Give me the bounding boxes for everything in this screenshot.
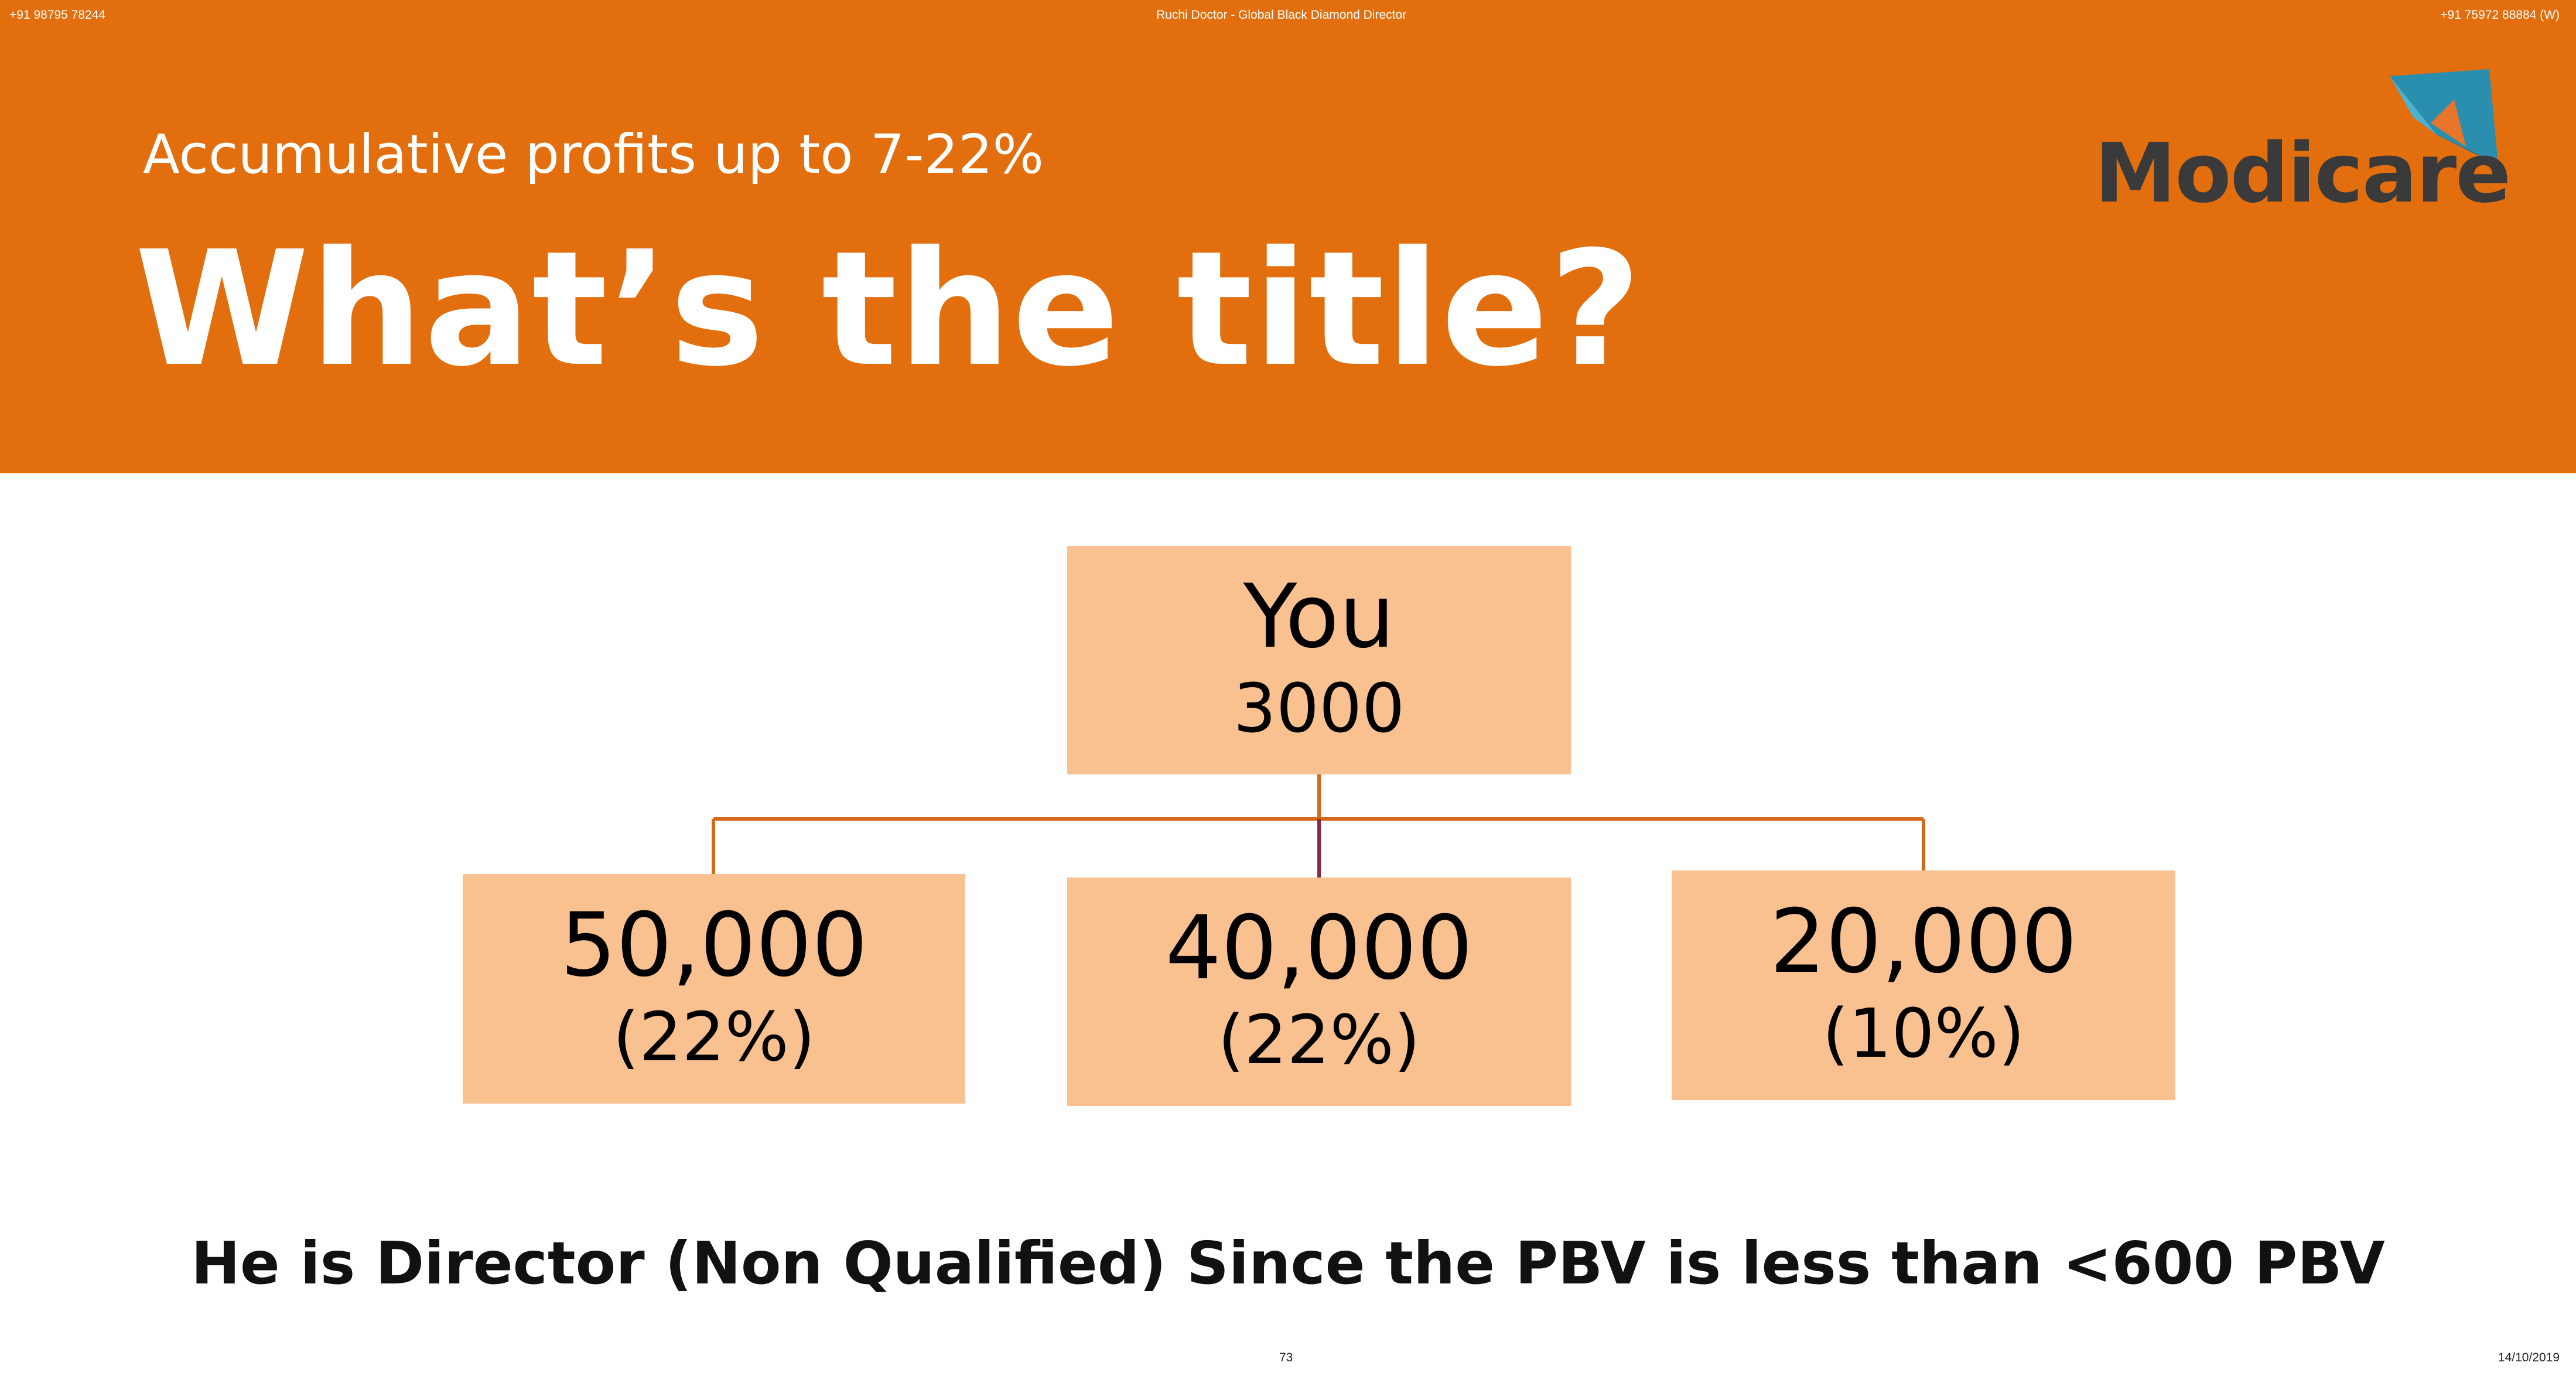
child-percent: (22%) <box>613 998 815 1077</box>
modicare-logo: Modicare <box>2085 64 2511 228</box>
phone-right: +91 75972 88884 (W) <box>2440 8 2560 22</box>
phone-left: +91 98795 78244 <box>9 8 106 22</box>
tree-child-box-2: 40,000 (22%) <box>1067 878 1571 1106</box>
root-label: You <box>1243 566 1395 668</box>
slide-date: 14/10/2019 <box>2498 1351 2560 1364</box>
child-value: 50,000 <box>560 894 868 997</box>
slide-title: What’s the title? <box>135 217 1642 401</box>
child-percent: (10%) <box>1822 994 2025 1073</box>
page-number: 73 <box>1279 1351 1293 1364</box>
child-value: 40,000 <box>1165 897 1473 1000</box>
header-banner: +91 98795 78244 Ruchi Doctor - Global Bl… <box>0 0 2576 473</box>
presenter-name: Ruchi Doctor - Global Black Diamond Dire… <box>1156 8 1407 22</box>
tree-child-box-3: 20,000 (10%) <box>1672 870 2175 1100</box>
slide-subtitle: Accumulative profits up to 7-22% <box>143 123 1044 186</box>
director-note: He is Director (Non Qualified) Since the… <box>191 1229 2385 1298</box>
logo-kite-icon <box>2390 69 2498 175</box>
root-value: 3000 <box>1233 669 1405 748</box>
tree-root-box: You 3000 <box>1067 546 1571 774</box>
tree-child-box-1: 50,000 (22%) <box>463 874 965 1104</box>
child-percent: (22%) <box>1218 1001 1420 1080</box>
child-value: 20,000 <box>1769 891 2078 993</box>
logo-wordmark: Modicare <box>2095 126 2511 221</box>
